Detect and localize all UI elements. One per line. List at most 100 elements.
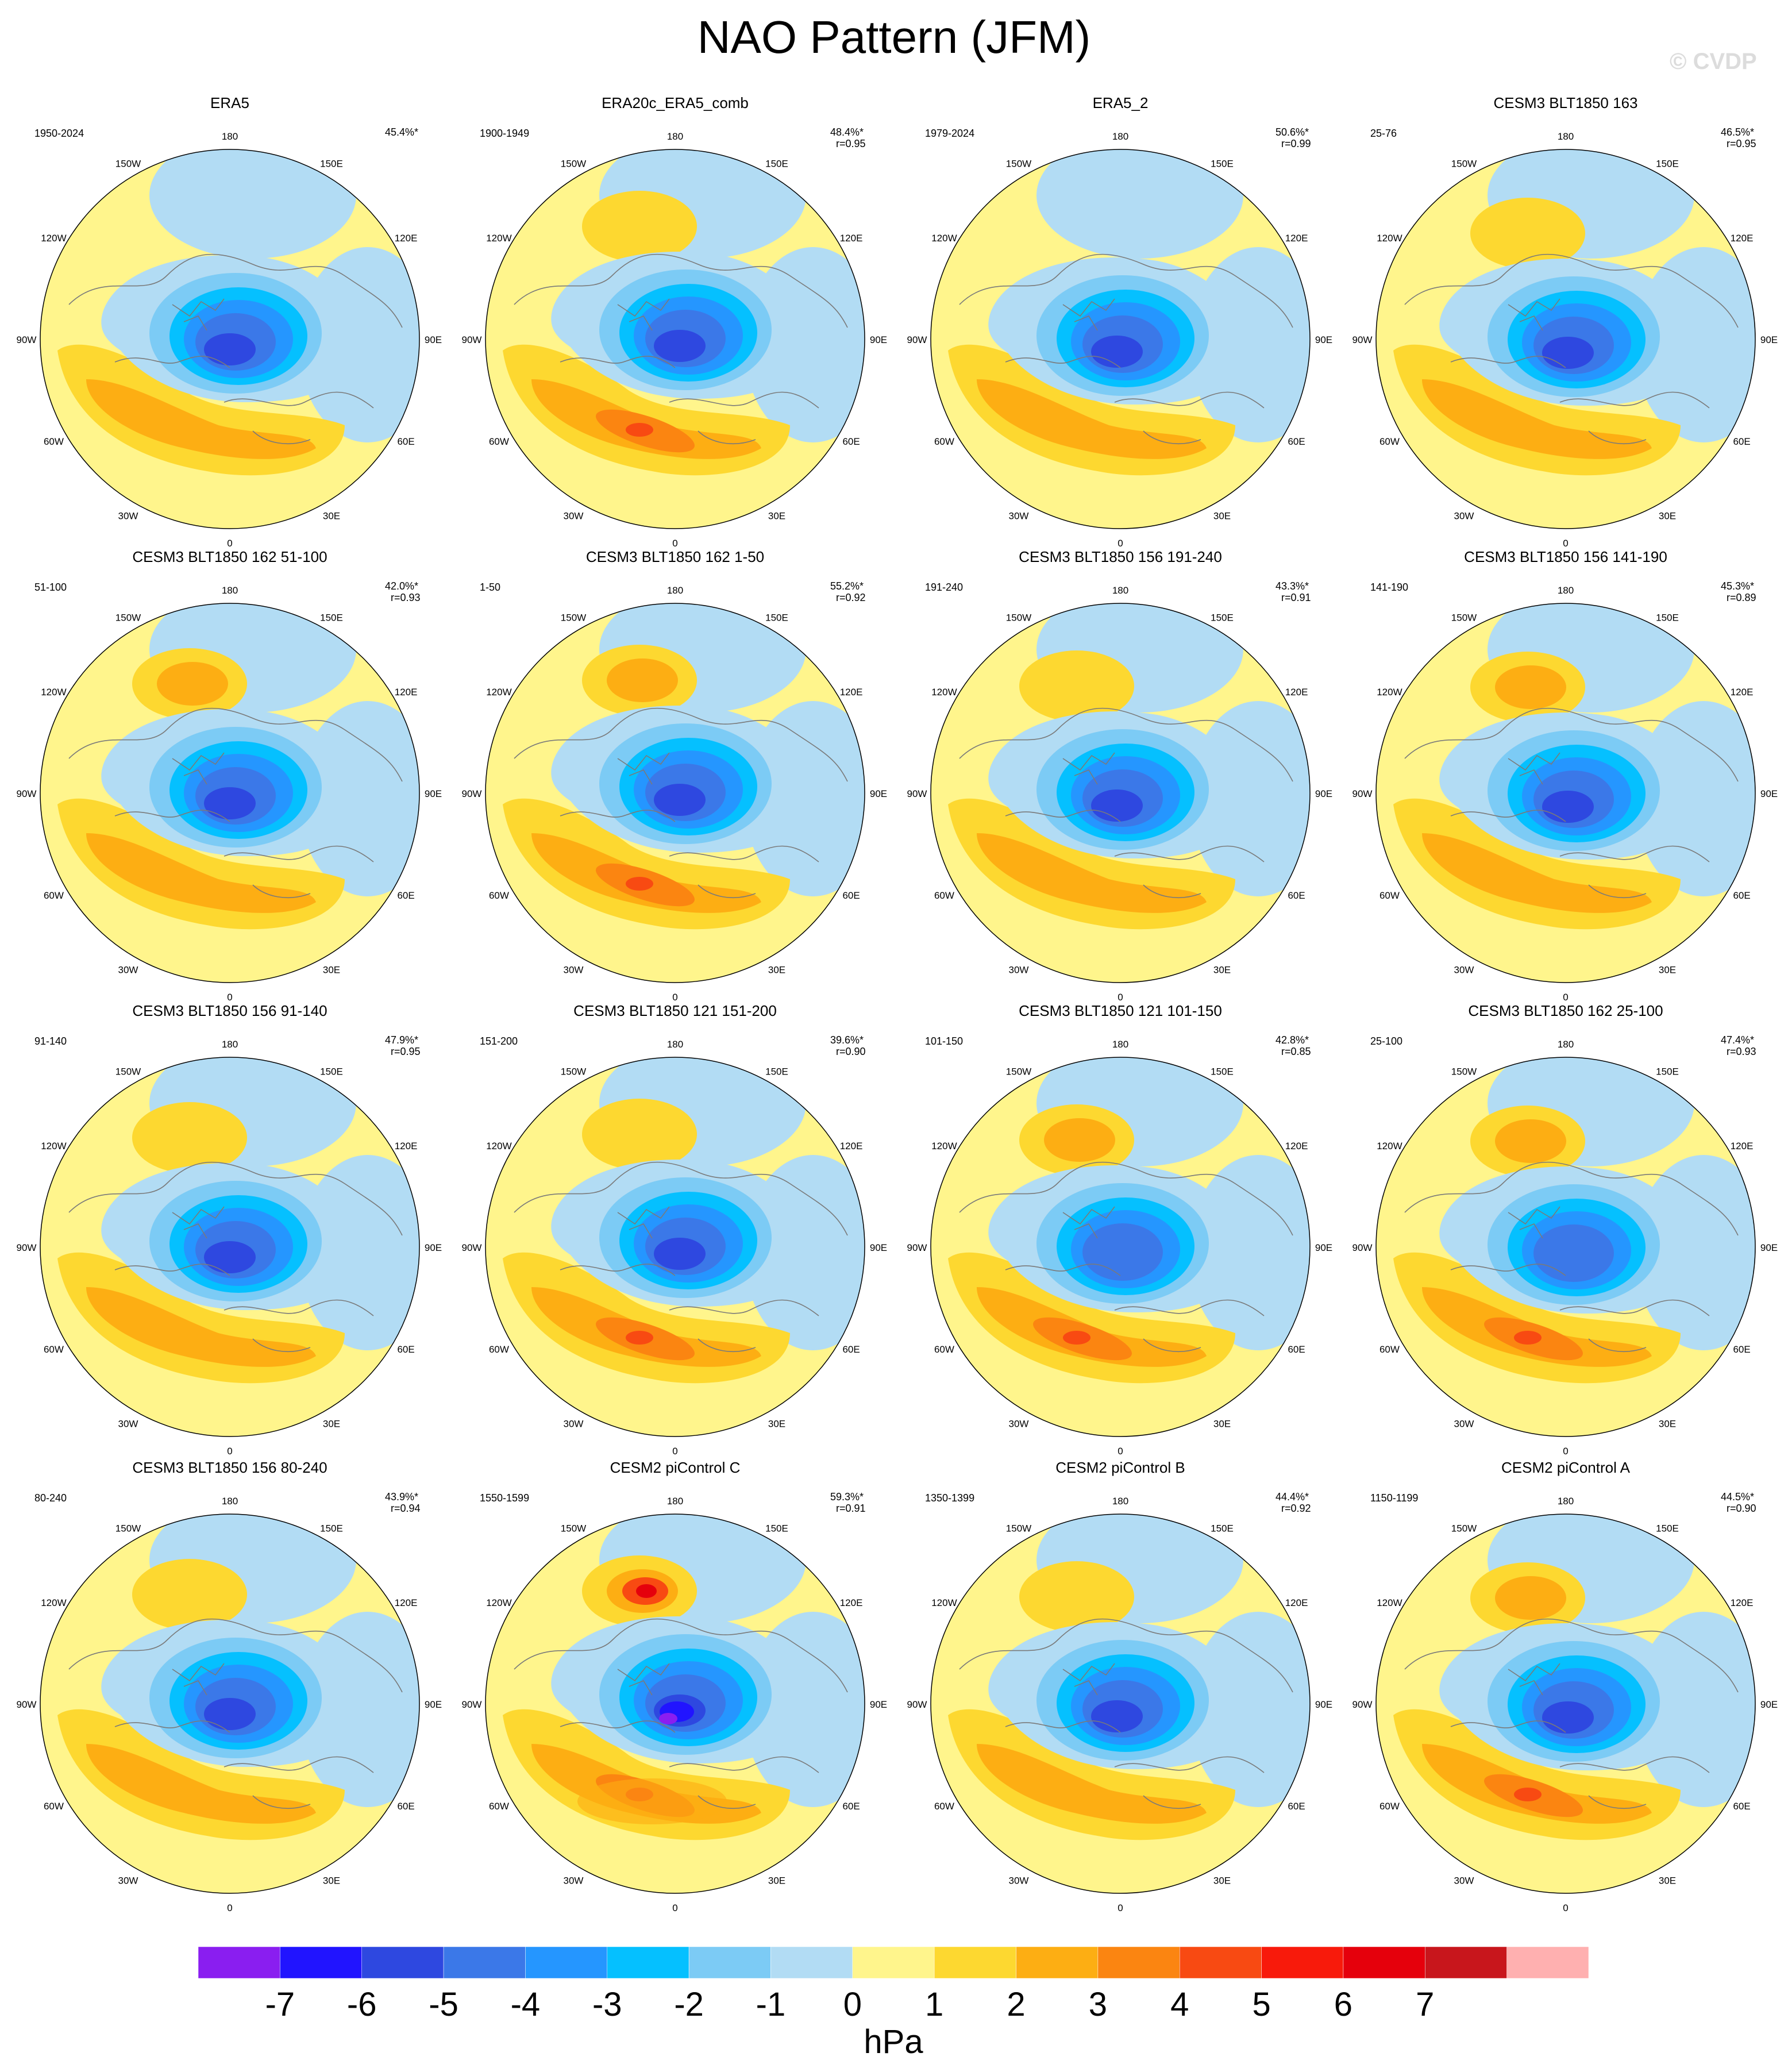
coastlines	[959, 253, 1293, 444]
longitude-label: 60W	[934, 436, 954, 447]
contour-field	[40, 149, 419, 529]
longitude-label: 150E	[1211, 612, 1234, 623]
longitude-label: 150E	[320, 1523, 343, 1534]
colorbar-tick-label: 1	[925, 1986, 943, 2023]
panel-years: 101-150	[925, 1035, 963, 1047]
longitude-label: 30E	[1213, 1875, 1231, 1886]
colorbar-tick-label: -1	[756, 1986, 786, 2023]
colorbar-tick-label: 2	[1007, 1986, 1025, 2023]
longitude-label: 90E	[870, 1242, 887, 1253]
colorbar-swatch	[934, 1946, 1016, 1979]
longitude-label: 120E	[395, 1141, 418, 1151]
longitude-label: 150E	[1656, 1523, 1679, 1534]
map-boundary	[930, 1513, 1311, 1894]
longitude-label: 90W	[1352, 1242, 1373, 1253]
longitude-label: 150E	[765, 158, 788, 169]
longitude-label: 60E	[1733, 1344, 1750, 1355]
longitude-label: 30E	[768, 511, 785, 522]
longitude-label: 60W	[934, 1344, 954, 1355]
longitude-label: 90W	[17, 334, 37, 345]
longitude-label: 150W	[1006, 1523, 1031, 1534]
longitude-label: 60W	[1379, 890, 1400, 901]
longitude-label: 60W	[44, 436, 64, 447]
longitude-label: 0	[672, 1902, 677, 1913]
longitude-label: 0	[1563, 992, 1568, 1003]
longitude-label: 90E	[870, 1699, 887, 1710]
panel-pattern-correlation: r=0.94	[391, 1503, 421, 1514]
coastlines	[1404, 1161, 1739, 1352]
longitude-label: 0	[672, 538, 677, 549]
longitude-label: 90W	[1352, 1699, 1373, 1710]
longitude-label: 120W	[1377, 233, 1402, 244]
colorbar-tick-label: -2	[674, 1986, 704, 2023]
map-panel: CESM3 BLT1850 156 141-190 141-190 45.3%*r=…	[1352, 548, 1778, 1003]
panel-variance-percent: 39.6%*	[830, 1034, 864, 1046]
longitude-label: 120W	[1377, 1141, 1402, 1151]
map-boundary	[485, 603, 865, 983]
map-boundary	[485, 1513, 865, 1894]
panel-years: 80-240	[34, 1492, 67, 1504]
panel-variance-percent: 42.0%*	[385, 580, 418, 592]
longitude-label: 30W	[1009, 1419, 1029, 1430]
longitude-label: 180	[667, 585, 683, 596]
map-panel: CESM3 BLT1850 121 151-200 151-200 39.6%*r=…	[462, 1002, 888, 1457]
panel-title: CESM3 BLT1850 162 51-100	[132, 548, 327, 565]
contour-field	[40, 1057, 419, 1436]
panel-title: CESM2 piControl C	[610, 1459, 741, 1476]
longitude-label: 150W	[115, 1066, 141, 1077]
longitude-label: 120W	[41, 233, 66, 244]
longitude-label: 120W	[41, 687, 66, 698]
longitude-label: 60W	[934, 890, 954, 901]
longitude-label: 120W	[486, 687, 511, 698]
longitude-label: 30E	[1659, 511, 1676, 522]
longitude-label: 180	[1558, 585, 1574, 596]
longitude-label: 150E	[1211, 1066, 1234, 1077]
longitude-label: 120W	[486, 1597, 511, 1608]
panel-years: 91-140	[34, 1035, 67, 1047]
longitude-label: 60E	[397, 1344, 414, 1355]
contour-field	[485, 1057, 865, 1436]
longitude-label: 120E	[1731, 1141, 1754, 1151]
map-boundary	[485, 1057, 865, 1437]
longitude-label: 180	[1112, 1039, 1128, 1050]
longitude-label: 0	[1118, 992, 1123, 1003]
coastlines	[514, 707, 848, 898]
map-panel: ERA5 1950-2024 45.4%* 180 150E 120E 90E 60E 30E 0…	[17, 94, 442, 549]
longitude-label: 150W	[1006, 158, 1031, 169]
map-boundary	[930, 603, 1311, 983]
longitude-label: 30E	[1659, 1875, 1676, 1886]
longitude-label: 150E	[765, 612, 788, 623]
coastlines	[1404, 707, 1739, 898]
longitude-label: 150W	[561, 1066, 586, 1077]
longitude-label: 30W	[1454, 965, 1474, 976]
longitude-label: 90E	[1315, 788, 1332, 799]
panel-variance-percent: 55.2%*	[830, 580, 864, 592]
longitude-label: 30W	[118, 1419, 138, 1430]
longitude-label: 150W	[1006, 612, 1031, 623]
longitude-label: 30W	[564, 965, 584, 976]
colorbar-swatch	[1261, 1946, 1344, 1979]
panel-pattern-correlation: r=0.85	[1281, 1046, 1311, 1057]
longitude-label: 30E	[1659, 1419, 1676, 1430]
longitude-label: 60E	[842, 1801, 860, 1812]
panel-years: 1150-1199	[1370, 1492, 1418, 1504]
colorbar-swatch	[688, 1946, 771, 1979]
longitude-label: 0	[1563, 1902, 1568, 1913]
longitude-label: 150E	[1211, 1523, 1234, 1534]
longitude-label: 60E	[1733, 890, 1750, 901]
panel-pattern-correlation: r=0.92	[1281, 1503, 1311, 1514]
longitude-label: 0	[1118, 1446, 1123, 1457]
longitude-label: 150E	[320, 612, 343, 623]
panel-title: CESM3 BLT1850 163	[1494, 94, 1638, 111]
colorbar-tick-label: 3	[1089, 1986, 1107, 2023]
coastlines	[514, 1618, 848, 1809]
longitude-label: 150W	[561, 1523, 586, 1534]
map-boundary	[1375, 603, 1756, 983]
figure-title: NAO Pattern (JFM)	[697, 11, 1091, 63]
panel-variance-percent: 48.4%*	[830, 126, 864, 138]
longitude-label: 60W	[1379, 1801, 1400, 1812]
panel-variance-percent: 59.3%*	[830, 1491, 864, 1503]
longitude-label: 90W	[907, 1699, 927, 1710]
